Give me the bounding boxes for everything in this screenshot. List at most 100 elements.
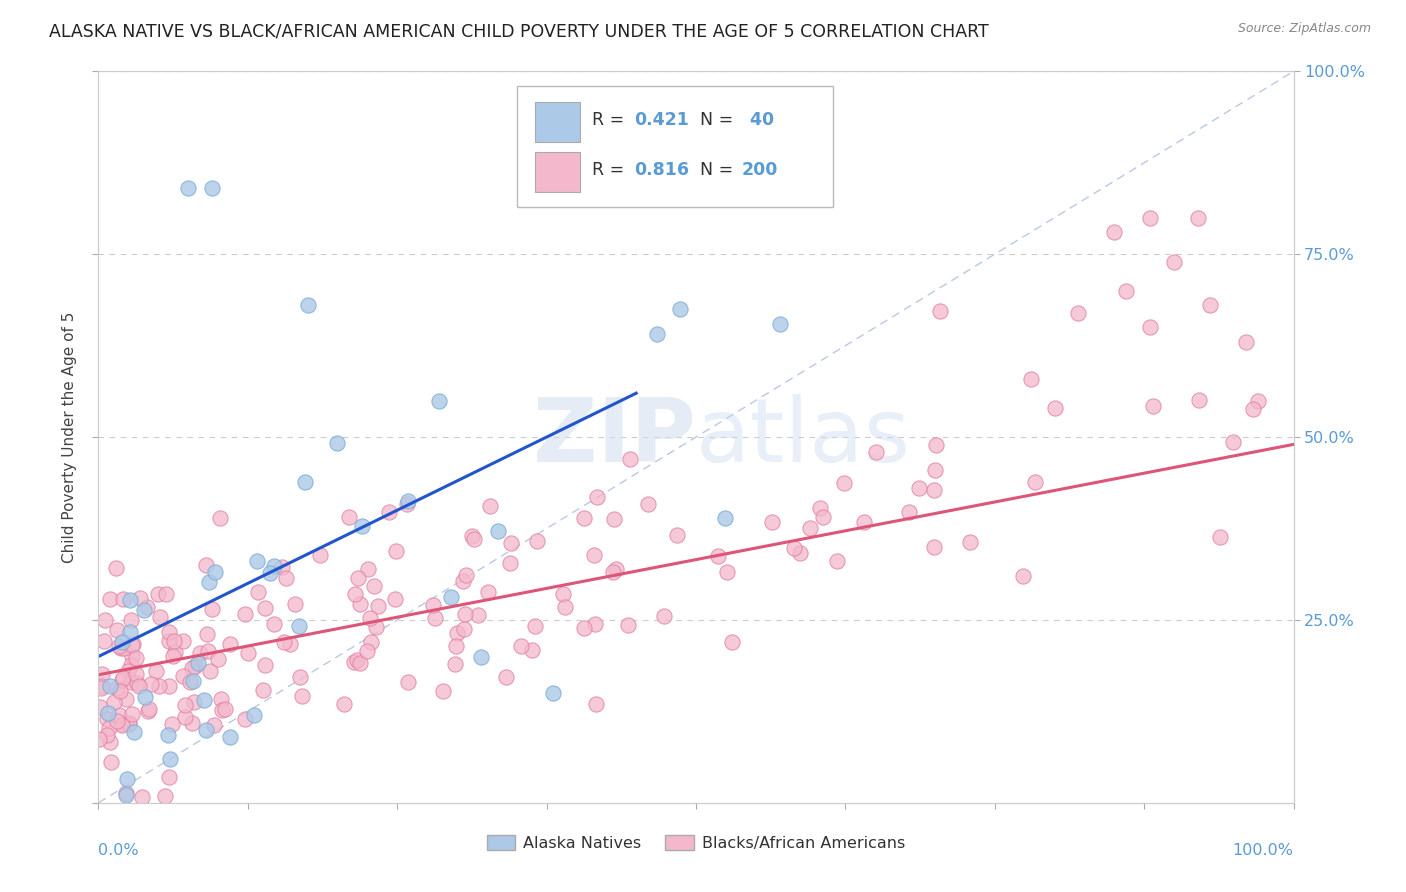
Point — [356, 643, 378, 657]
Point — [174, 710, 197, 724]
Point — [1019, 371, 1042, 385]
Point — [111, 635, 134, 649]
Point — [865, 445, 887, 459]
Point — [616, 618, 638, 632]
Point — [602, 565, 624, 579]
Point — [112, 591, 135, 606]
Point — [214, 701, 236, 715]
Point — [499, 556, 522, 570]
Point — [350, 519, 373, 533]
Point — [288, 618, 311, 632]
Point — [159, 752, 181, 766]
Point — [188, 646, 211, 660]
Point — [1187, 211, 1209, 225]
Point — [233, 712, 256, 726]
Point — [325, 435, 347, 450]
Point — [897, 505, 920, 519]
Point — [118, 593, 141, 607]
Point — [761, 515, 783, 529]
Point — [145, 665, 167, 679]
Point — [343, 587, 366, 601]
Point — [959, 535, 981, 549]
Point — [453, 574, 475, 588]
Point — [236, 646, 259, 660]
Point — [284, 597, 307, 611]
Point — [1234, 334, 1257, 349]
Point — [603, 512, 626, 526]
Point — [274, 571, 297, 585]
Point — [1024, 475, 1046, 490]
Point — [1199, 298, 1222, 312]
Point — [90, 679, 112, 693]
Point — [97, 706, 120, 720]
Point — [1163, 254, 1185, 268]
Point — [501, 536, 523, 550]
Point — [121, 649, 143, 664]
Point — [308, 548, 330, 562]
Point — [110, 641, 132, 656]
Point — [278, 637, 301, 651]
Point — [294, 475, 316, 489]
Point — [349, 656, 371, 670]
Point — [181, 661, 204, 675]
Point — [105, 714, 128, 729]
Point — [179, 674, 201, 689]
Point — [444, 639, 467, 653]
Point — [103, 694, 125, 708]
Point — [360, 635, 382, 649]
Point — [149, 610, 172, 624]
Text: 0.0%: 0.0% — [98, 843, 139, 858]
Point — [162, 716, 184, 731]
Point — [131, 790, 153, 805]
Point — [208, 510, 231, 524]
Point — [115, 786, 138, 800]
Point — [246, 554, 269, 568]
Point — [138, 702, 160, 716]
Point — [922, 483, 945, 498]
Point — [526, 533, 548, 548]
Point — [346, 653, 368, 667]
Point — [463, 532, 485, 546]
Point — [1104, 225, 1126, 239]
Point — [243, 708, 266, 723]
Point — [1187, 392, 1209, 407]
Point — [121, 638, 143, 652]
Point — [253, 601, 276, 615]
Point — [366, 619, 388, 633]
Point — [184, 658, 207, 673]
Point — [619, 452, 641, 467]
Text: N =: N = — [700, 161, 733, 179]
Point — [337, 510, 360, 524]
Point — [652, 608, 675, 623]
Point — [359, 610, 381, 624]
Point — [783, 541, 806, 556]
Point — [195, 627, 218, 641]
Text: ALASKA NATIVE VS BLACK/AFRICAN AMERICAN CHILD POVERTY UNDER THE AGE OF 5 CORRELA: ALASKA NATIVE VS BLACK/AFRICAN AMERICAN … — [49, 22, 988, 40]
Point — [252, 682, 274, 697]
Point — [713, 511, 735, 525]
Point — [108, 708, 131, 723]
Point — [114, 789, 136, 803]
Point — [121, 637, 143, 651]
Point — [90, 681, 112, 695]
Point — [118, 717, 141, 731]
Point — [181, 715, 204, 730]
Point — [197, 574, 219, 589]
Point — [247, 584, 270, 599]
Point — [187, 656, 209, 670]
Point — [157, 633, 180, 648]
Point — [134, 690, 156, 704]
Point — [707, 549, 730, 563]
Point — [105, 681, 128, 696]
Point — [367, 599, 389, 614]
Text: Source: ZipAtlas.com: Source: ZipAtlas.com — [1237, 22, 1371, 36]
Point — [163, 633, 186, 648]
Point — [162, 649, 184, 664]
Point — [177, 181, 200, 195]
Point — [100, 755, 122, 769]
Point — [157, 770, 180, 784]
Point — [808, 501, 831, 516]
Point — [346, 570, 368, 584]
Point — [273, 634, 295, 648]
Point — [520, 643, 543, 657]
